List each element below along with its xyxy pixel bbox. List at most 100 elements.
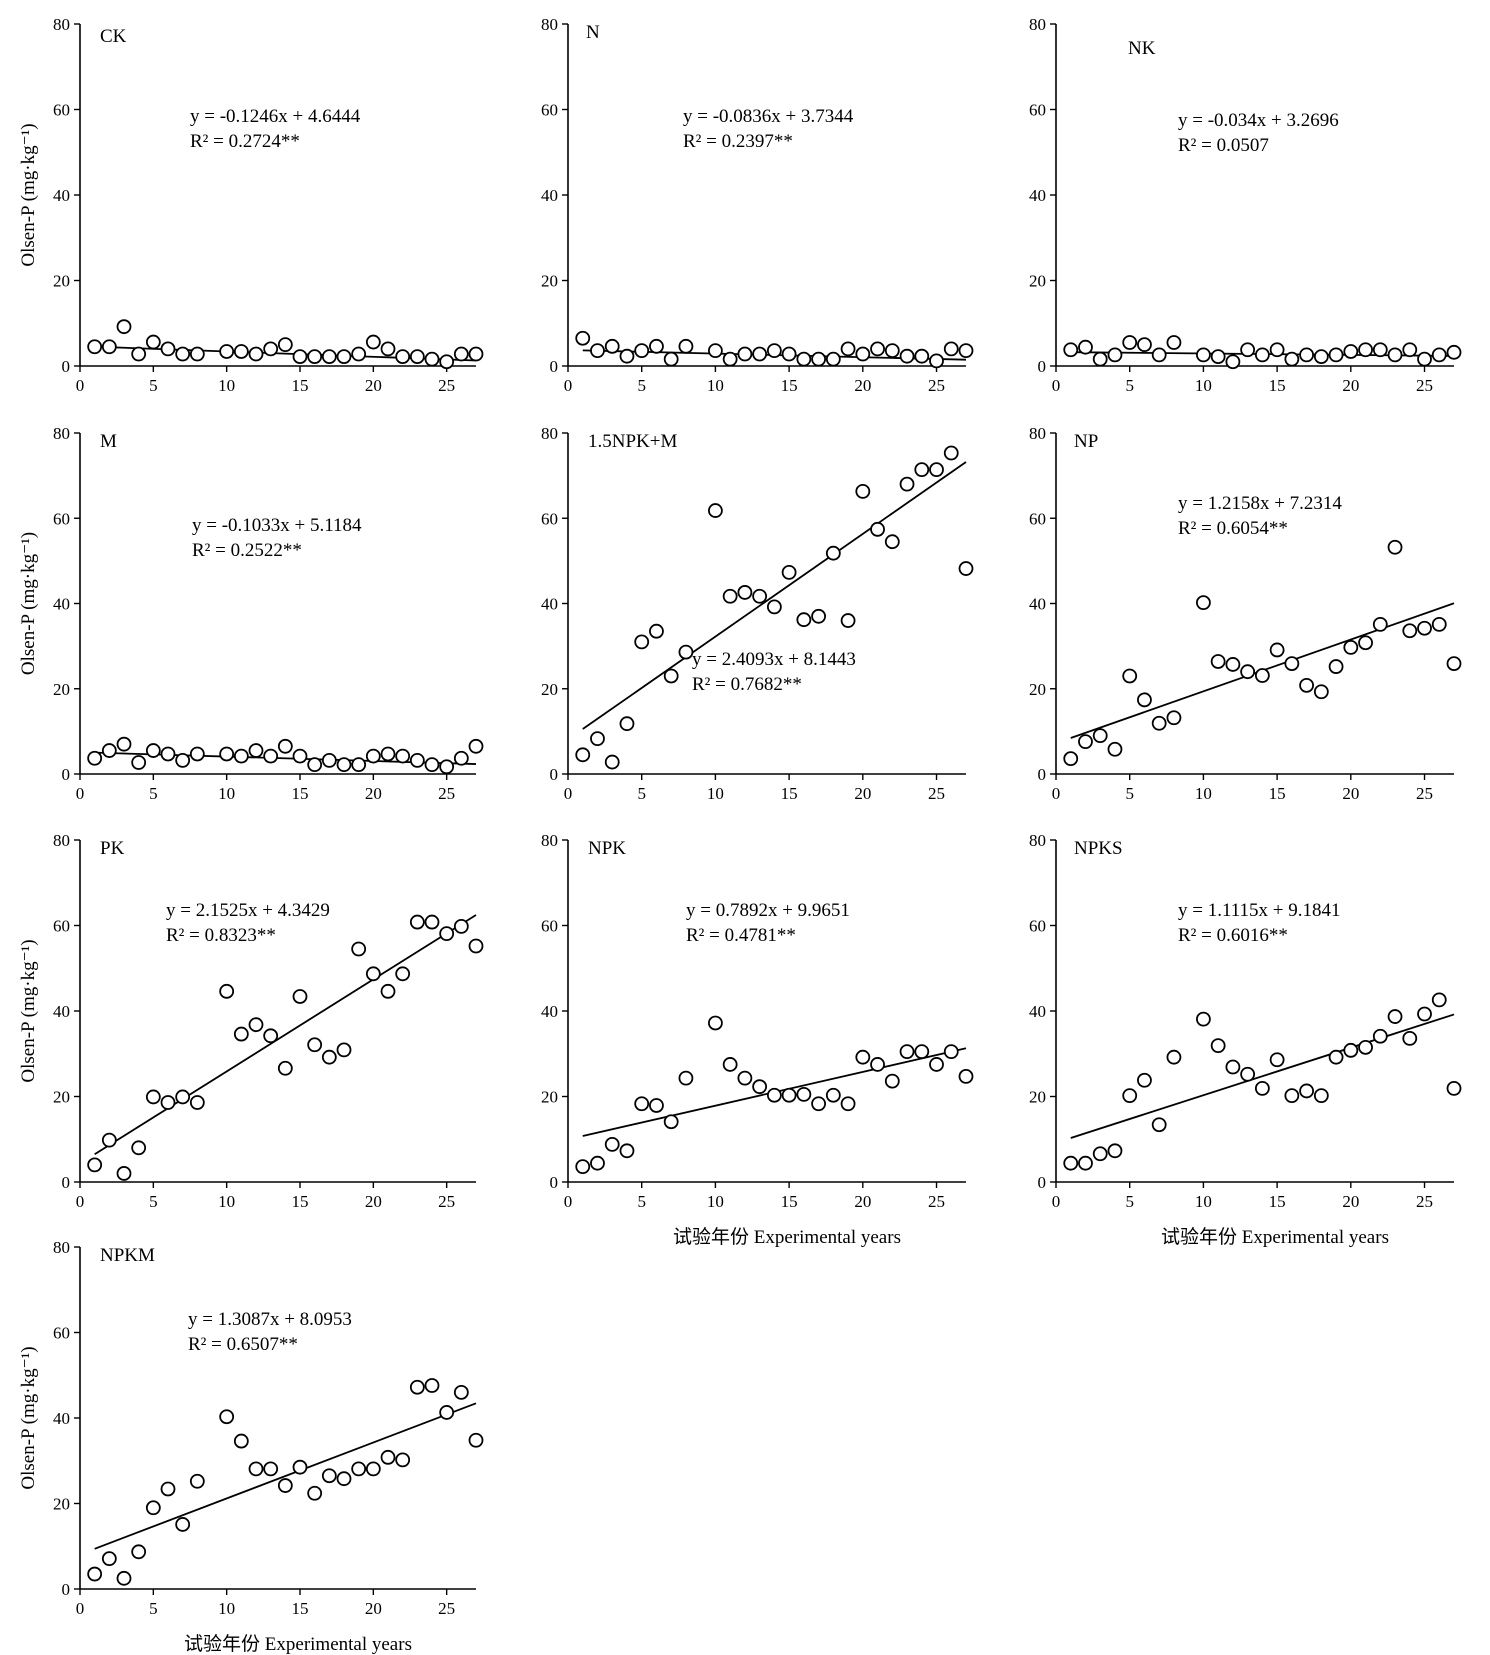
r-squared-value: R² = 0.2724**	[190, 131, 300, 152]
x-tick-label: 0	[1052, 784, 1061, 803]
x-tick-label: 5	[1125, 376, 1134, 395]
data-point	[1372, 342, 1388, 358]
data-point	[1431, 347, 1447, 363]
data-point	[277, 1060, 293, 1076]
data-point	[1166, 710, 1182, 726]
data-point	[351, 346, 367, 362]
data-point	[1151, 347, 1167, 363]
data-point	[116, 1166, 132, 1181]
data-point	[1122, 668, 1138, 684]
y-tick-label: 0	[1038, 765, 1047, 784]
data-point	[233, 1433, 249, 1449]
data-point	[160, 1095, 176, 1110]
data-point	[409, 349, 425, 364]
panel-ck: 0 20 40 60 80 0 5 10 15 20 25 CK y = -0.1246x + 4.64…	[18, 15, 484, 395]
data-point	[634, 1096, 650, 1112]
data-point	[87, 750, 103, 766]
y-tick-label: 0	[1038, 1173, 1047, 1192]
x-tick-label: 25	[1416, 784, 1433, 803]
y-tick-label: 80	[541, 831, 558, 850]
regression-equation: y = 1.2158x + 7.2314	[1178, 493, 1342, 514]
data-point	[175, 346, 191, 362]
data-point	[722, 588, 738, 604]
data-point	[453, 1384, 469, 1400]
x-tick-label: 25	[928, 784, 945, 803]
data-point	[160, 341, 176, 357]
data-point	[708, 1015, 723, 1031]
x-tick-label: 10	[1195, 1192, 1212, 1211]
x-tick-label: 20	[1342, 1192, 1359, 1211]
data-point	[722, 1057, 738, 1072]
panel-nk: 0 20 40 60 80 0 5 10 15 20 25 NK y = -0.034x + 3.269…	[1029, 15, 1462, 395]
y-tick-label: 80	[1029, 15, 1046, 34]
data-point	[1284, 656, 1300, 672]
data-point	[424, 757, 440, 773]
data-point	[1078, 734, 1093, 750]
data-point	[1431, 992, 1447, 1008]
data-point	[855, 483, 871, 499]
regression-equation: y = 1.1115x + 9.1841	[1178, 900, 1341, 921]
data-point	[663, 668, 679, 684]
data-point	[336, 757, 352, 773]
y-tick-label: 80	[541, 15, 558, 34]
y-tick-label: 40	[1029, 186, 1046, 205]
regression-equation: y = 2.4093x + 8.1443	[692, 649, 856, 670]
y-tick-label: 0	[62, 1580, 71, 1599]
panel-label: CK	[100, 26, 127, 47]
data-point	[468, 1432, 484, 1448]
data-point	[219, 344, 235, 359]
x-tick-label: 5	[1125, 784, 1134, 803]
x-tick-label: 10	[218, 376, 235, 395]
x-tick-label: 10	[218, 784, 235, 803]
x-tick-label: 20	[365, 1192, 382, 1211]
data-point	[277, 1478, 293, 1493]
data-point	[175, 1089, 191, 1105]
r-squared-value: R² = 0.6054**	[1178, 518, 1288, 539]
y-tick-label: 20	[1029, 680, 1046, 699]
y-tick-label: 80	[1029, 831, 1046, 850]
panel-n: 0 20 40 60 80 0 5 10 15 20 25 Ny = -0.0836x + 3.734…	[541, 15, 974, 395]
data-point	[87, 1566, 103, 1582]
data-point	[1107, 347, 1123, 363]
data-point	[958, 1069, 974, 1084]
data-point	[737, 585, 753, 600]
data-point	[453, 750, 469, 766]
data-point	[1358, 1039, 1373, 1055]
data-point	[219, 983, 235, 999]
data-point	[1284, 351, 1300, 367]
r-squared-value: R² = 0.7682**	[692, 674, 802, 695]
regression-equation: y = -0.1033x + 5.1184	[192, 515, 362, 536]
y-tick-label: 0	[550, 765, 559, 784]
data-point	[929, 1057, 944, 1072]
data-point	[453, 346, 469, 362]
data-point	[116, 319, 132, 335]
regression-equation: y = 2.1525x + 4.3429	[166, 900, 330, 921]
y-tick-label: 80	[53, 1238, 70, 1257]
data-point	[619, 716, 635, 732]
data-point	[663, 351, 679, 367]
data-point	[825, 1087, 841, 1103]
data-point	[619, 348, 635, 364]
data-point	[678, 644, 694, 660]
data-point	[1313, 684, 1329, 700]
x-tick-label: 5	[149, 1599, 158, 1618]
data-point	[1078, 1155, 1093, 1171]
data-point	[424, 914, 440, 930]
data-point	[663, 1114, 679, 1130]
y-tick-label: 40	[541, 1002, 558, 1021]
data-point	[1107, 741, 1123, 757]
x-tick-label: 15	[292, 784, 309, 803]
data-point	[1343, 344, 1359, 359]
y-axis-label: Olsen-P (mg·kg⁻¹)	[18, 1346, 39, 1489]
data-point	[825, 545, 841, 561]
data-point	[899, 348, 915, 364]
data-point	[409, 1379, 425, 1395]
y-tick-label: 60	[541, 509, 558, 528]
data-point	[365, 966, 381, 982]
y-tick-label: 80	[53, 831, 70, 850]
data-point	[1166, 1049, 1182, 1065]
x-tick-label: 0	[76, 784, 85, 803]
regression-line	[94, 914, 477, 1155]
data-point	[870, 341, 885, 357]
data-point	[439, 759, 455, 775]
